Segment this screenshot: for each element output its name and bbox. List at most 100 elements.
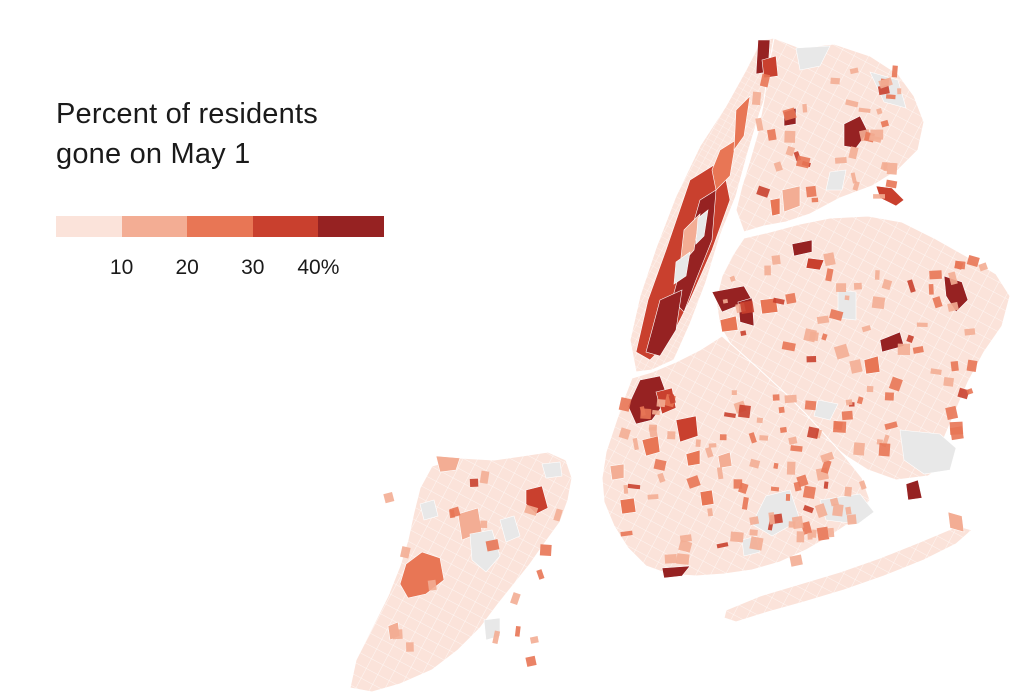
tract-cell (785, 292, 797, 305)
tract-cell (820, 451, 835, 463)
tract-cell (773, 161, 783, 172)
tract-cell (764, 265, 771, 276)
tract-cell (802, 485, 816, 500)
tract-cell (829, 309, 844, 321)
tract-cell (749, 516, 760, 526)
tract-patch-bin-2 (619, 497, 637, 515)
legend-swatch-1 (121, 216, 188, 237)
tract-cell (383, 492, 395, 504)
tract-cell (668, 394, 676, 404)
tract-cell (756, 417, 763, 424)
tract-cell (632, 437, 639, 451)
legend-swatch-0 (56, 216, 122, 237)
map-legend: Percent of residents gone on May 1 10 20… (56, 94, 396, 279)
tract-patch-bin-4 (943, 275, 969, 313)
tract-cell (836, 283, 847, 292)
tract-cell (778, 406, 785, 414)
tract-cell (947, 301, 959, 312)
tract-cell (427, 579, 437, 591)
tract-cell (853, 442, 865, 456)
tract-cell (834, 157, 847, 164)
tract-cell (755, 117, 764, 132)
tract-cell (772, 394, 780, 401)
tract-cell (849, 67, 859, 75)
tract-patch-bin-2 (711, 139, 737, 191)
tract-cell (881, 278, 893, 291)
tract-cell (845, 399, 853, 406)
tract-cell (806, 426, 820, 439)
tract-patch-bin-2 (685, 449, 701, 467)
no-data-area (695, 209, 709, 245)
tract-cell (759, 435, 769, 441)
tract-patch-bin-3 (761, 55, 779, 79)
tract-cell (525, 655, 537, 667)
tract-patch-bin-2 (699, 489, 715, 507)
tract-cell (816, 315, 830, 325)
tract-cell (771, 254, 781, 265)
tract-cell (786, 461, 796, 475)
tract-patch-bin-2 (641, 435, 661, 457)
tract-patch-bin-4 (645, 289, 683, 357)
tract-cell (749, 536, 764, 551)
tract-cell (759, 73, 771, 88)
legend-tick-40: 40% (297, 256, 340, 279)
tract-cell (844, 295, 850, 301)
tract-cell (795, 155, 811, 169)
tract-patch-bin-2 (769, 197, 781, 217)
tract-cell (907, 279, 916, 293)
tract-cell (966, 388, 974, 395)
tract-cell (816, 526, 830, 541)
tract-cell (722, 298, 729, 304)
tract-cell (469, 478, 479, 487)
tract-patch-bin-1 (609, 463, 625, 481)
tract-cell (928, 283, 934, 295)
tract-cell (821, 333, 828, 341)
no-data-area (541, 461, 563, 479)
tract-cell (874, 270, 880, 280)
tract-patch-bin-1 (435, 455, 461, 473)
tract-cell (695, 439, 701, 448)
tract-cell (966, 255, 980, 268)
tract-cell (880, 119, 890, 128)
tract-cell (716, 467, 724, 480)
tract-cell (784, 130, 796, 143)
legend-color-scale (56, 216, 384, 237)
tract-cell (871, 296, 886, 310)
tract-patch-bin-4 (791, 239, 813, 257)
tract-cell (878, 443, 891, 457)
tract-patch-bin-1 (781, 185, 801, 213)
tract-cell (740, 300, 755, 315)
tract-cell (884, 392, 894, 401)
tract-cell (832, 503, 844, 517)
tract-cell (651, 409, 661, 416)
tract-patch-bin-2 (733, 95, 751, 152)
tract-cell (912, 346, 924, 354)
tract-cell (741, 496, 749, 510)
tract-cell (884, 421, 898, 431)
tract-grid-queens (716, 216, 1010, 480)
tract-cell (664, 554, 678, 564)
tract-cell (932, 296, 943, 309)
no-data-area (825, 169, 847, 191)
tract-patch-bin-3 (675, 415, 699, 443)
legend-swatch-3 (252, 216, 319, 237)
tract-cell (400, 546, 411, 559)
tract-cell (514, 626, 521, 637)
legend-swatch-4 (318, 216, 384, 237)
tract-cell (796, 531, 805, 543)
legend-tick-30: 30 (241, 256, 265, 279)
tract-cell (848, 146, 859, 160)
tract-cell (738, 404, 751, 419)
tract-cell (820, 459, 832, 474)
tract-cell (802, 103, 808, 113)
legend-tick-labels: 10 20 30 40% (56, 256, 396, 282)
tract-cell (789, 554, 803, 567)
tract-cell (708, 443, 717, 448)
legend-tick-10: 10 (109, 256, 134, 279)
tract-cell (485, 539, 500, 552)
tract-cell (748, 432, 757, 444)
tract-cell (539, 544, 552, 557)
tract-cell (707, 508, 714, 517)
tract-cell (749, 458, 761, 469)
